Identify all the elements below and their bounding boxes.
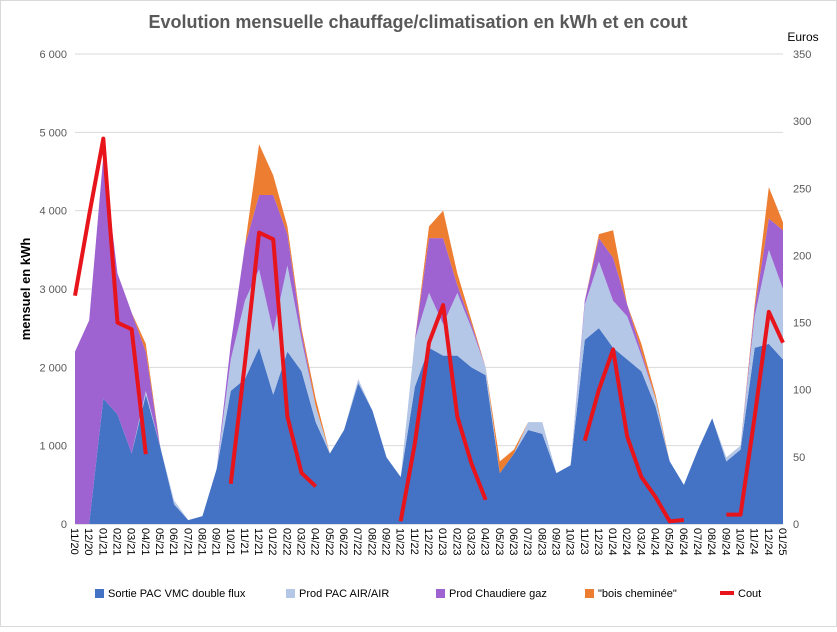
x-tick-label: 06/21 [167,528,179,556]
stacked-area [75,249,783,525]
x-tick-label: 04/23 [479,528,491,556]
x-tick-label: 03/24 [634,528,646,556]
x-tick-label: 08/21 [195,528,207,556]
x-tick-label: 10/22 [394,528,406,556]
x-tick-label: 10/21 [224,528,236,556]
cost-line [398,303,488,522]
x-tick-label: 11/20 [68,528,80,555]
stacked-area [75,144,783,521]
cost-line [73,136,148,455]
legend-label: Prod PAC AIR/AIR [299,588,389,600]
y2-tick-label: 200 [793,250,811,262]
x-tick-label: 04/24 [649,528,661,556]
x-tick-label: 10/24 [734,528,746,556]
y-tick-label: 3 000 [39,284,67,296]
x-tick-label: 10/23 [564,528,576,556]
legend-swatch [585,589,594,598]
y2-tick-label: 50 [793,452,805,464]
legend-label: "bois cheminée" [598,588,677,600]
x-tick-label: 09/22 [380,528,392,556]
x-tick-label: 05/23 [493,528,505,556]
x-tick-label: 02/23 [450,528,462,556]
stacked-area [75,328,783,524]
x-tick-label: 09/23 [549,528,561,556]
y2-tick-label: 250 [793,183,811,195]
y-tick-label: 2 000 [39,362,67,374]
legend-swatch [286,589,295,598]
x-tick-label: 12/21 [252,528,264,556]
x-tick-label: 08/22 [365,528,377,556]
y2-tick-label: 150 [793,318,811,330]
x-tick-label: 07/22 [351,528,363,556]
y2-tick-label: 0 [793,519,799,531]
x-tick-label: 03/21 [125,528,137,556]
y2-tick-label: 300 [793,116,811,128]
x-tick-label: 09/21 [210,528,222,556]
cost-line [726,309,785,517]
legend-label: Cout [738,588,761,600]
x-tick-label: 03/22 [295,528,307,556]
x-tick-label: 07/24 [691,528,703,556]
y-tick-label: 4 000 [39,206,67,218]
x-tick-label: 08/24 [705,528,717,556]
y-tick-label: 0 [61,519,67,531]
x-tick-label: 11/22 [408,528,420,555]
x-tick-label: 01/22 [266,528,278,556]
x-tick-label: 04/21 [139,528,151,556]
legend-swatch [436,589,445,598]
y-tick-label: 5 000 [39,127,67,139]
y2-axis-title: Euros [787,30,818,44]
x-tick-label: 03/23 [464,528,476,556]
cost-line [582,347,685,524]
y-tick-label: 6 000 [39,49,67,61]
cost-line [228,230,318,488]
x-tick-label: 11/24 [748,528,760,555]
x-tick-label: 11/21 [238,528,250,555]
legend-swatch [95,589,104,598]
legend-label: Prod Chaudiere gaz [449,588,547,600]
x-tick-label: 08/23 [535,528,547,556]
x-tick-label: 06/24 [677,528,689,556]
x-tick-label: 05/21 [153,528,165,556]
y-tick-label: 1 000 [39,441,67,453]
y2-tick-label: 100 [793,385,811,397]
x-tick-label: 01/25 [776,528,788,556]
x-tick-label: 02/22 [280,528,292,556]
x-tick-label: 02/24 [620,528,632,556]
x-tick-label: 11/23 [578,528,590,555]
stacked-area [75,155,783,525]
x-tick-label: 05/24 [663,528,675,556]
x-tick-label: 07/21 [181,528,193,556]
y2-tick-label: 350 [793,49,811,61]
y-axis-title: mensuel en kWh [18,238,33,341]
x-tick-label: 05/22 [323,528,335,556]
chart-title: Evolution mensuelle chauffage/climatisat… [148,12,687,32]
legend-label: Sortie PAC VMC double flux [108,588,246,600]
x-tick-label: 12/23 [592,528,604,556]
x-tick-label: 09/24 [719,528,731,556]
x-tick-label: 04/22 [309,528,321,556]
x-tick-label: 07/23 [521,528,533,556]
x-tick-label: 02/21 [110,528,122,556]
x-tick-label: 01/21 [96,528,108,556]
x-tick-label: 01/24 [606,528,618,556]
x-tick-label: 12/22 [422,528,434,556]
x-tick-label: 12/24 [762,528,774,556]
x-tick-label: 06/22 [337,528,349,556]
x-tick-label: 12/20 [82,528,94,556]
x-tick-label: 01/23 [436,528,448,556]
x-tick-label: 06/23 [507,528,519,556]
